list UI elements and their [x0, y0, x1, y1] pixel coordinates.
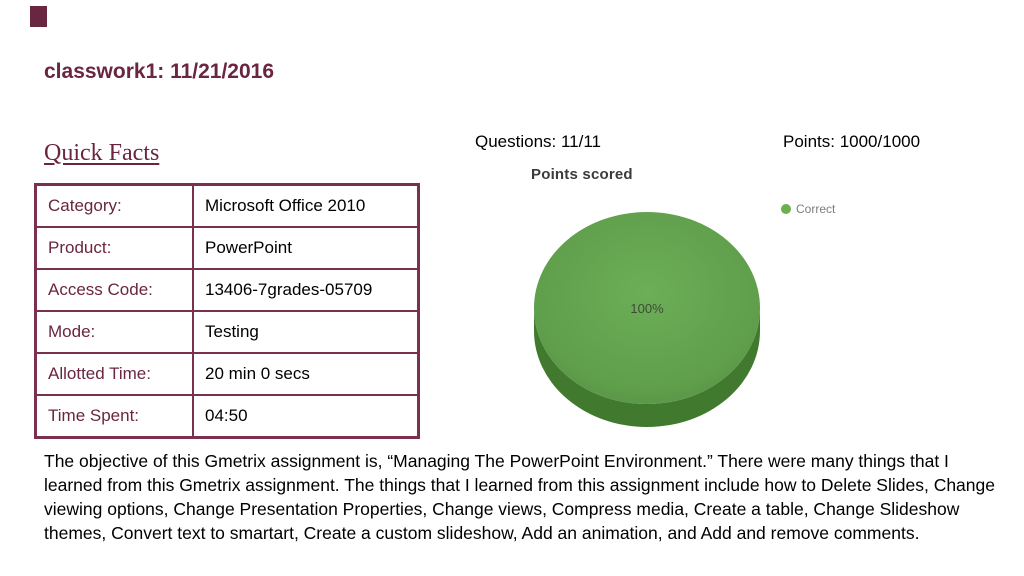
- row-value: 20 min 0 secs: [192, 352, 420, 396]
- row-value: Microsoft Office 2010: [192, 183, 420, 228]
- pie-data-label: 100%: [630, 301, 664, 316]
- row-label: Time Spent:: [34, 394, 194, 439]
- table-row: Product: PowerPoint: [34, 226, 420, 270]
- row-value: PowerPoint: [192, 226, 420, 270]
- row-value: Testing: [192, 310, 420, 354]
- legend-label: Correct: [796, 202, 836, 216]
- table-row: Category: Microsoft Office 2010: [34, 183, 420, 228]
- row-value: 04:50: [192, 394, 420, 439]
- table-row: Time Spent: 04:50: [34, 394, 420, 439]
- page-title: classwork1: 11/21/2016: [44, 60, 275, 83]
- pie-top-slice: [534, 212, 760, 404]
- points-stat: Points: 1000/1000: [783, 132, 921, 151]
- table-row: Mode: Testing: [34, 310, 420, 354]
- row-label: Access Code:: [34, 268, 194, 312]
- row-label: Category:: [34, 183, 194, 228]
- slide-accent-bar: [30, 6, 47, 27]
- facts-table: Category: Microsoft Office 2010 Product:…: [34, 183, 420, 439]
- row-label: Product:: [34, 226, 194, 270]
- questions-stat: Questions: 11/11: [475, 132, 602, 151]
- row-label: Allotted Time:: [34, 352, 194, 396]
- table-row: Allotted Time: 20 min 0 secs: [34, 352, 420, 396]
- chart-title: Points scored: [531, 166, 633, 183]
- pie-side: [534, 308, 760, 427]
- row-label: Mode:: [34, 310, 194, 354]
- pie-chart: 100%: [533, 211, 761, 431]
- row-value: 13406-7grades-05709: [192, 268, 420, 312]
- objective-paragraph: The objective of this Gmetrix assignment…: [44, 451, 995, 543]
- legend-swatch-correct: [781, 204, 791, 214]
- quick-facts-heading: Quick Facts: [44, 140, 160, 166]
- chart-legend: Correct: [781, 202, 835, 216]
- table-row: Access Code: 13406-7grades-05709: [34, 268, 420, 312]
- pie-chart-svg: 100%: [534, 212, 760, 427]
